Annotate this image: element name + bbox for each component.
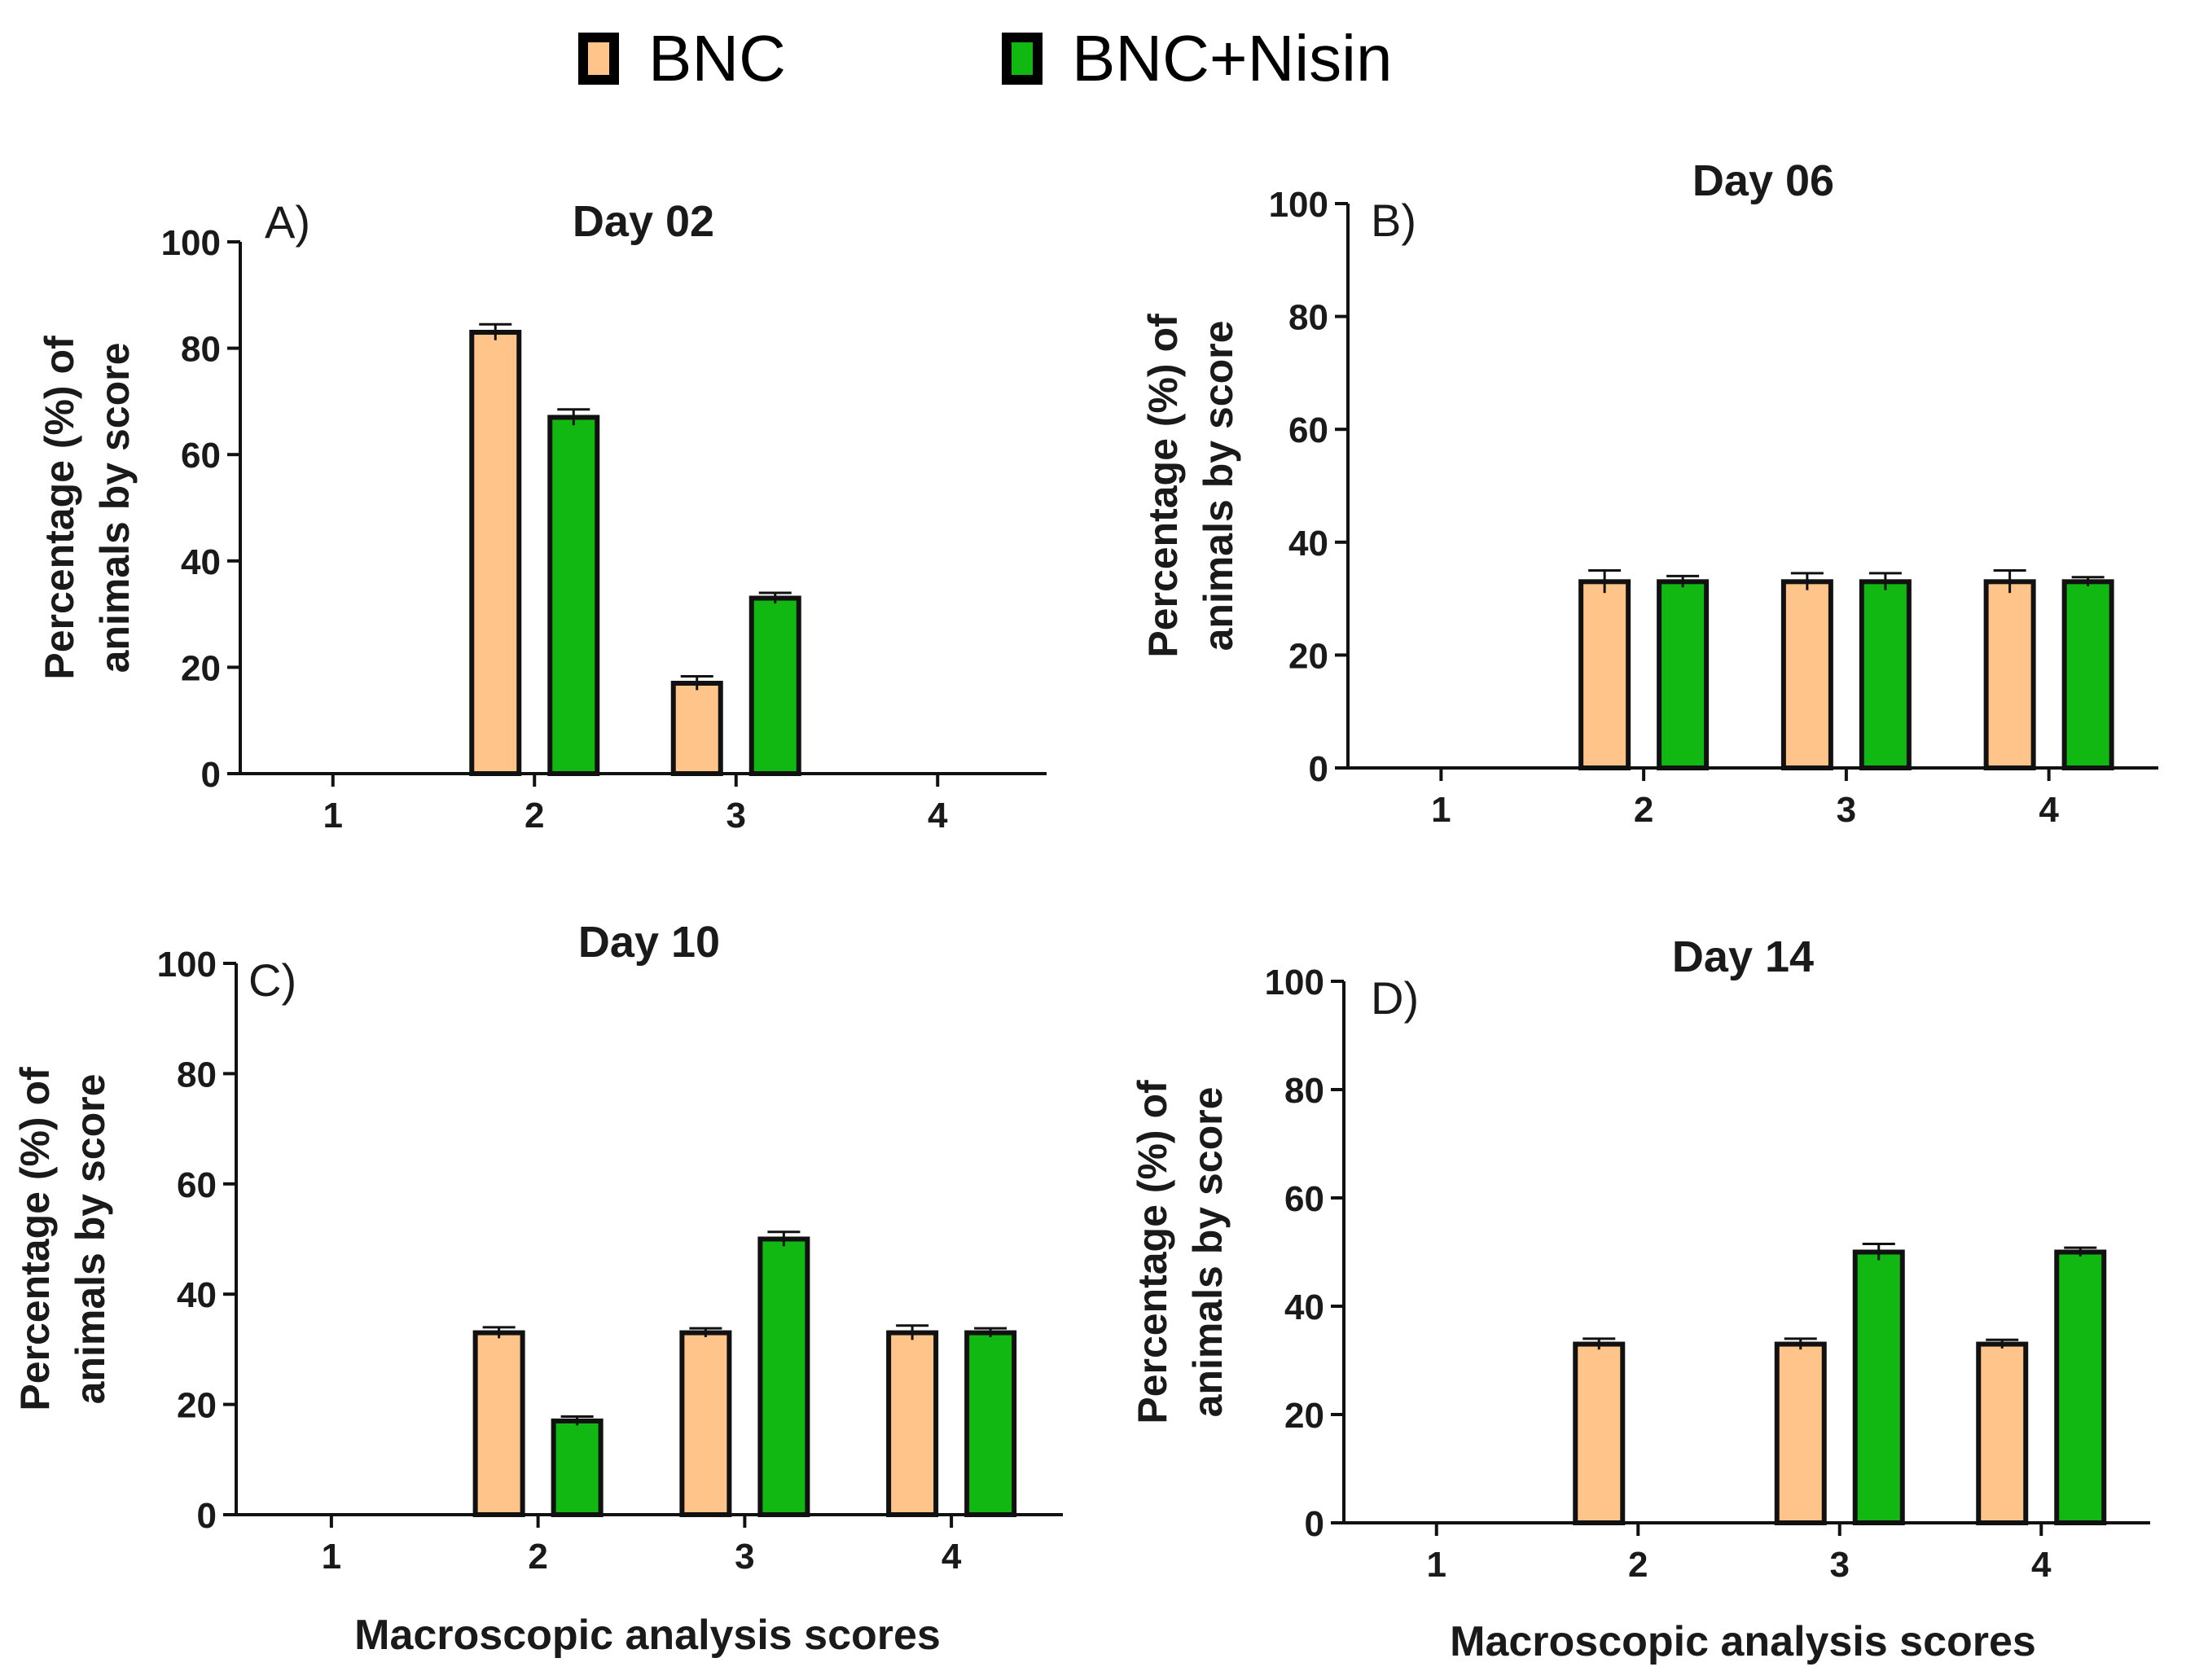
y-axis-label-line: Percentage (%) of <box>1140 314 1186 658</box>
x-tick-label: 2 <box>525 796 544 836</box>
y-tick-label: 100 <box>1265 963 1324 1002</box>
legend-swatch-bnc-nisin <box>1002 33 1043 85</box>
x-axis-title-d: Macroscopic analysis scores <box>1450 1618 2036 1665</box>
y-tick-label: 20 <box>1288 636 1328 676</box>
y-tick-label: 40 <box>1284 1287 1324 1327</box>
y-tick-label: 80 <box>181 330 221 370</box>
x-tick-label: 1 <box>1431 790 1451 830</box>
bar-bnc-nisin <box>1657 579 1710 770</box>
y-tick-label: 80 <box>177 1055 217 1094</box>
x-tick-label: 4 <box>928 796 948 836</box>
panel-label: C) <box>248 954 296 1006</box>
y-tick-label: 80 <box>1284 1071 1324 1111</box>
x-tick-label: 2 <box>1628 1545 1648 1585</box>
chart-title: Day 02 <box>573 197 714 246</box>
bar-bnc-nisin <box>964 1330 1017 1517</box>
x-tick-label: 3 <box>726 796 746 836</box>
y-tick-label: 80 <box>1288 298 1328 338</box>
y-tick-label: 100 <box>1269 185 1328 225</box>
x-tick-label: 2 <box>1634 790 1653 830</box>
panel-label: B) <box>1371 195 1416 246</box>
y-tick-label: 100 <box>161 223 221 263</box>
x-tick-label: 4 <box>2039 790 2059 830</box>
y-axis-label-line: animals by score <box>68 1074 113 1405</box>
y-tick-label: 20 <box>1284 1396 1324 1436</box>
legend-swatch-bnc <box>578 33 619 85</box>
bar-bnc-nisin <box>2054 1249 2107 1525</box>
x-axis-title-c: Macroscopic analysis scores <box>354 1612 941 1659</box>
y-tick-label: 20 <box>181 648 221 688</box>
bar-bnc-nisin <box>1852 1249 1905 1525</box>
y-axis-label-line: Percentage (%) of <box>1130 1080 1175 1424</box>
x-tick-label: 3 <box>1830 1545 1850 1585</box>
bar-bnc <box>1976 1341 2029 1526</box>
y-tick-label: 0 <box>201 755 221 795</box>
legend-label-bnc-nisin: BNC+Nisin <box>1072 22 1393 94</box>
panel-label: A) <box>265 196 310 248</box>
y-axis-label-line: animals by score <box>92 343 138 673</box>
legend: BNC BNC+Nisin <box>0 0 2208 122</box>
chart-title: Day 06 <box>1692 156 1834 205</box>
x-tick-label: 4 <box>942 1537 962 1577</box>
y-tick-label: 0 <box>1309 749 1328 789</box>
y-tick-label: 40 <box>177 1275 217 1315</box>
x-tick-label: 4 <box>2031 1545 2052 1585</box>
y-axis-label-line: Percentage (%) of <box>37 336 82 680</box>
y-axis-label-line: animals by score <box>1185 1087 1231 1418</box>
chart-title: Day 10 <box>578 918 720 967</box>
y-tick-label: 60 <box>1284 1179 1324 1219</box>
y-tick-label: 100 <box>157 945 217 985</box>
y-tick-label: 0 <box>1305 1504 1324 1544</box>
y-axis-label-line: Percentage (%) of <box>12 1067 58 1411</box>
y-tick-label: 60 <box>181 436 221 476</box>
y-tick-label: 60 <box>177 1165 217 1205</box>
y-tick-label: 60 <box>1288 410 1328 450</box>
bar-bnc-nisin <box>2061 579 2114 770</box>
x-tick-label: 1 <box>322 1537 341 1577</box>
panel-label: D) <box>1371 972 1419 1024</box>
x-tick-label: 3 <box>735 1537 754 1577</box>
y-tick-label: 40 <box>181 542 221 582</box>
x-tick-label: 3 <box>1837 790 1856 830</box>
bar-bnc <box>472 1330 525 1517</box>
x-tick-label: 1 <box>1427 1545 1446 1585</box>
bar-bnc <box>1578 579 1631 770</box>
bar-bnc-nisin <box>1859 579 1912 770</box>
legend-label-bnc: BNC <box>648 22 786 94</box>
y-tick-label: 0 <box>197 1496 217 1536</box>
legend-item-bnc: BNC <box>578 18 786 99</box>
bar-bnc <box>1573 1341 1626 1526</box>
y-tick-label: 40 <box>1288 524 1328 564</box>
x-tick-label: 2 <box>528 1537 547 1577</box>
y-tick-label: 20 <box>177 1386 217 1426</box>
x-tick-label: 1 <box>323 796 343 836</box>
chart-title: Day 14 <box>1672 932 1814 981</box>
legend-item-bnc-nisin: BNC+Nisin <box>1002 18 1392 99</box>
bar-bnc-nisin <box>547 415 600 776</box>
bar-bnc <box>1780 579 1833 770</box>
y-axis-label-line: animals by score <box>1196 321 1241 651</box>
bar-bnc <box>1774 1341 1827 1526</box>
bar-bnc <box>670 680 723 776</box>
